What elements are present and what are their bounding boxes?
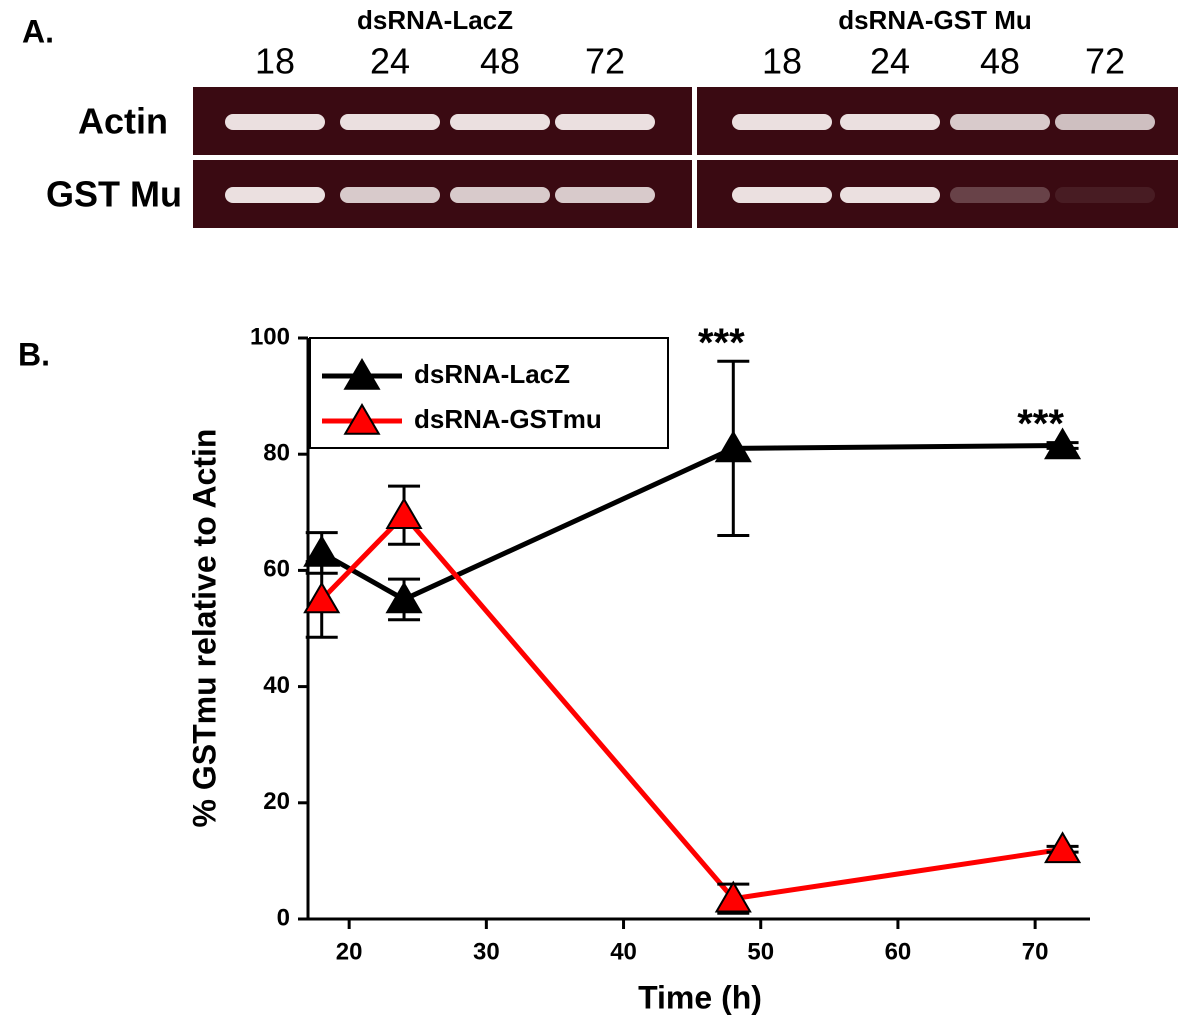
lane-label: 18 xyxy=(255,41,295,82)
panel-label: B. xyxy=(18,336,50,372)
gel-band xyxy=(450,114,550,130)
y-tick-label: 100 xyxy=(250,323,290,350)
lane-label: 48 xyxy=(480,41,520,82)
marker xyxy=(303,581,341,614)
marker xyxy=(714,430,752,463)
y-tick-label: 40 xyxy=(263,672,290,699)
gel-band xyxy=(840,114,940,130)
gel-band xyxy=(555,114,655,130)
y-tick-label: 60 xyxy=(263,556,290,583)
x-axis-label: Time (h) xyxy=(638,979,762,1015)
lane-label: 24 xyxy=(870,41,910,82)
lane-label: 18 xyxy=(762,41,802,82)
y-axis-label: % GSTmu relative to Actin xyxy=(186,429,222,828)
marker xyxy=(714,880,752,913)
lane-label: 48 xyxy=(980,41,1020,82)
gel-band xyxy=(225,114,325,130)
lane-label: 72 xyxy=(585,41,625,82)
group-title: dsRNA-LacZ xyxy=(357,5,513,35)
gel-band xyxy=(950,187,1050,203)
gel-band xyxy=(840,187,940,203)
marker xyxy=(385,581,423,614)
row-label: GST Mu xyxy=(46,174,182,215)
gel-band xyxy=(1055,187,1155,203)
marker xyxy=(385,497,423,530)
gel-band xyxy=(732,114,832,130)
gel-band xyxy=(225,187,325,203)
gel-band xyxy=(450,187,550,203)
annotation: *** xyxy=(1017,402,1064,446)
legend-marker xyxy=(343,403,381,435)
gel-band xyxy=(732,187,832,203)
x-tick-label: 20 xyxy=(336,938,363,965)
legend-label: dsRNA-GSTmu xyxy=(414,404,602,434)
y-tick-label: 80 xyxy=(263,440,290,467)
y-tick-label: 0 xyxy=(277,904,290,931)
y-tick-label: 20 xyxy=(263,788,290,815)
marker xyxy=(1044,831,1082,864)
lane-label: 24 xyxy=(370,41,410,82)
legend-marker xyxy=(343,358,381,390)
panel-label: A. xyxy=(22,13,54,49)
annotation: *** xyxy=(698,321,745,365)
group-title: dsRNA-GST Mu xyxy=(838,5,1032,35)
gel-band xyxy=(950,114,1050,130)
row-label: Actin xyxy=(78,101,168,142)
series-line xyxy=(319,511,1063,902)
gel-band xyxy=(555,187,655,203)
gel-band xyxy=(1055,114,1155,130)
gel-band xyxy=(340,114,440,130)
marker xyxy=(1044,427,1082,460)
gel-band xyxy=(340,187,440,203)
x-tick-label: 60 xyxy=(885,938,912,965)
legend-label: dsRNA-LacZ xyxy=(414,359,570,389)
series-line xyxy=(320,442,1063,603)
x-tick-label: 40 xyxy=(610,938,637,965)
x-tick-label: 70 xyxy=(1022,938,1049,965)
x-tick-label: 30 xyxy=(473,938,500,965)
x-tick-label: 50 xyxy=(747,938,774,965)
lane-label: 72 xyxy=(1085,41,1125,82)
